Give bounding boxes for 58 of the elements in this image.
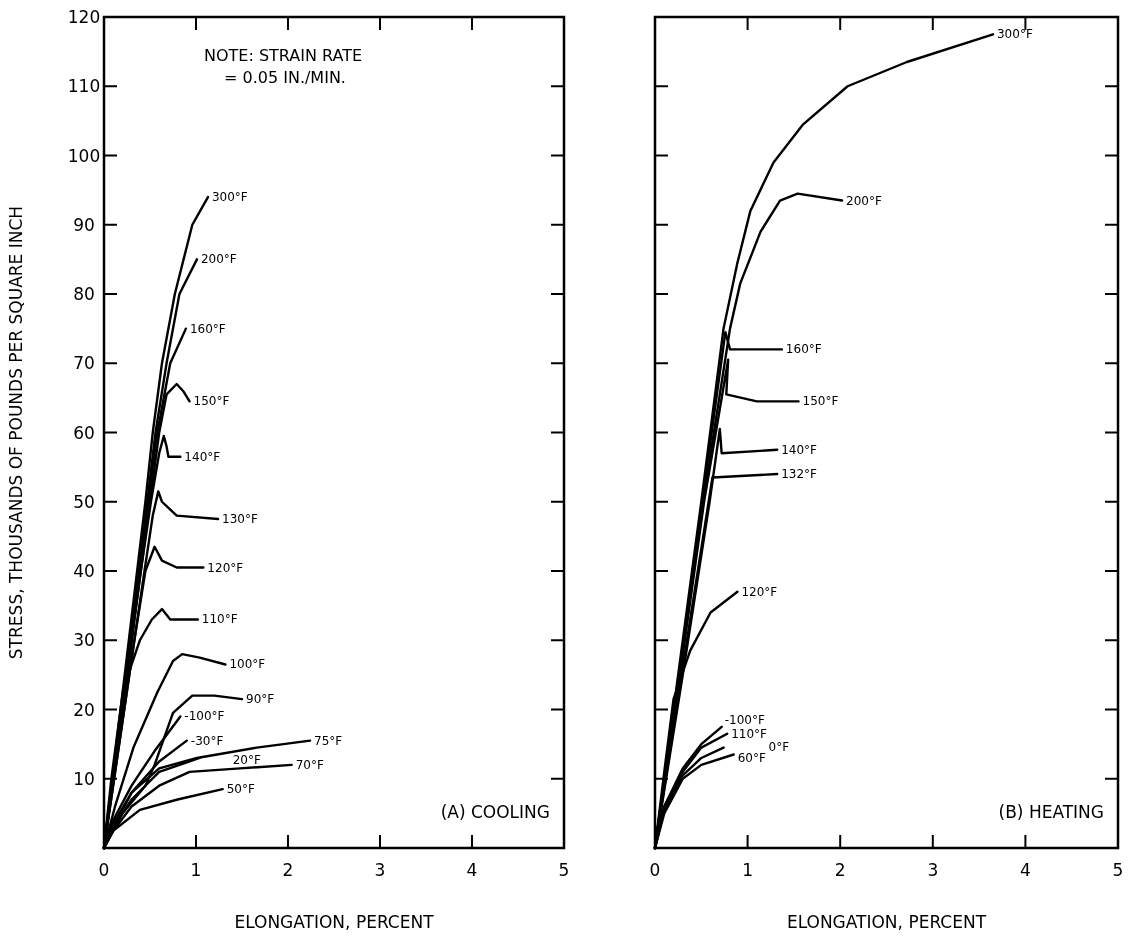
series-label: 130°F [222,512,258,527]
series-label: -100°F [724,712,765,727]
annotation: = 0.05 IN./MIN. [224,68,346,87]
series-label: 110°F [731,727,768,742]
series-label: 75°F [314,733,343,748]
annotation: (B) HEATING [998,802,1104,822]
series-label: 132°F [781,467,818,482]
series-label: 160°F [189,321,226,336]
x-axis-title: ELONGATION, PERCENT [234,912,435,932]
series-label: 140°F [781,442,818,457]
text: 0°F [768,740,790,755]
annotation: (A) COOLING [440,802,550,822]
legend-label: 300°F [996,27,1033,42]
x-axis-title: ELONGATION, PERCENT [786,912,987,932]
x-tick-label: 1 [190,860,202,880]
series-label: 140°F [184,449,221,464]
y-tick-label: 30 [73,630,95,651]
series-label: 200°F [200,252,237,267]
series-label: 300°F [211,190,248,205]
text: 20°F [232,752,261,767]
annotation: NOTE: STRAIN RATE [204,46,363,65]
y-axis-title: STRESS, THOUSANDS OF POUNDS PER SQUARE INCH [6,205,26,660]
y-tick-label: 60 [73,422,95,443]
x-tick-label: 3 [374,860,386,880]
x-tick-label: 1 [742,860,754,880]
series-label: 160°F [785,342,822,357]
series-label: 70°F [295,757,324,772]
y-tick-label: 70 [73,353,95,374]
x-tick-label: 2 [834,860,846,880]
y-tick-label: 110 [67,76,101,97]
series-label: 120°F [741,584,778,599]
x-tick-label: 5 [1112,860,1124,880]
y-tick-label: 90 [73,214,95,235]
series-label: -100°F [184,709,225,724]
y-tick-label: 120 [67,7,101,27]
x-tick-label: 0 [98,860,110,880]
series-label: 90°F [246,692,275,707]
series-label: 150°F [802,394,839,409]
x-tick-label: 5 [558,860,570,880]
x-tick-label: 2 [282,860,294,880]
series-label: 50°F [226,782,255,797]
y-tick-label: 20 [73,699,95,720]
x-tick-label: 0 [649,860,661,880]
series-label: 120°F [207,560,244,575]
series-label: 200°F [846,193,882,208]
y-tick-label: 50 [73,491,95,512]
x-tick-label: 3 [927,860,939,880]
series-label: 150°F [193,394,230,409]
x-tick-label: 4 [466,860,478,880]
y-tick-label: 80 [73,284,95,304]
series-label: -30°F [190,733,224,748]
y-tick-label: 10 [73,768,95,789]
series-label: 110°F [201,612,238,627]
series-label: 60°F [737,750,766,765]
y-tick-label: 40 [73,561,95,581]
series-label: 100°F [229,657,266,672]
y-tick-label: 100 [67,145,101,166]
x-tick-label: 4 [1019,860,1031,880]
